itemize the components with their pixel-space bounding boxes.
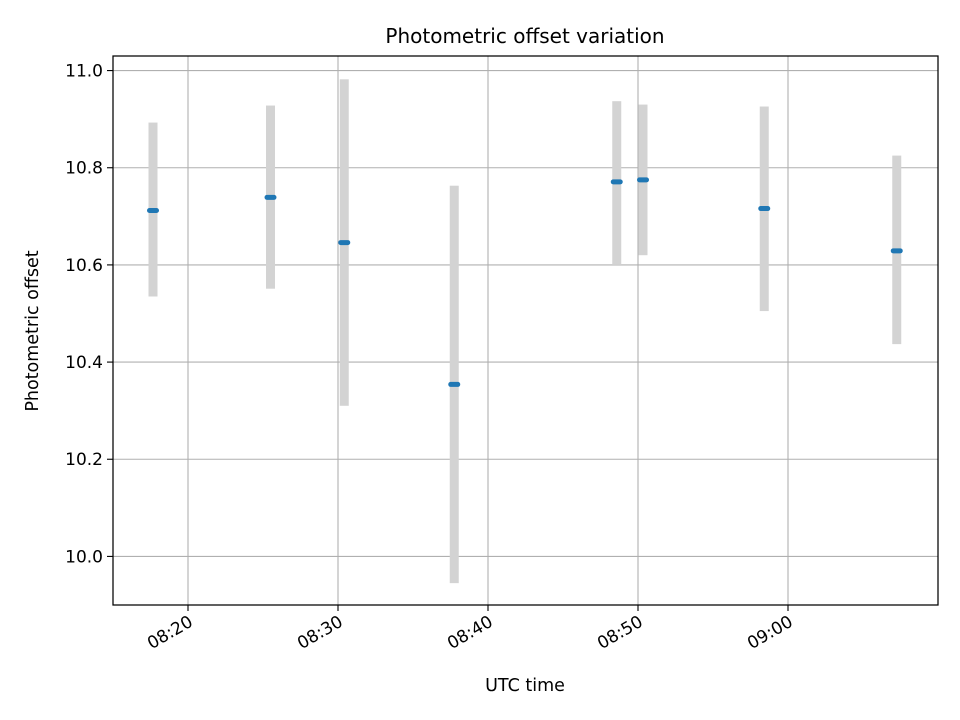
y-tick-label: 10.6 <box>65 256 103 276</box>
y-tick-label: 10.4 <box>65 353 103 373</box>
data-point <box>147 207 159 213</box>
data-points <box>147 177 903 387</box>
grid-lines <box>113 56 938 605</box>
plot-area <box>113 56 938 605</box>
data-point <box>890 248 903 254</box>
y-tick-label: 10.2 <box>65 450 103 470</box>
data-point <box>610 179 623 185</box>
y-axis-ticks: 10.0 10.2 10.4 10.6 10.8 11.0 <box>65 62 113 567</box>
x-axis-label: UTC time <box>485 676 565 696</box>
y-tick-label: 10.8 <box>65 159 103 179</box>
data-point <box>338 240 351 246</box>
data-point <box>758 206 771 212</box>
axes-frame <box>112 55 939 606</box>
y-axis-label: Photometric offset <box>23 250 43 411</box>
y-tick-label: 10.0 <box>65 547 103 567</box>
data-point <box>637 177 649 183</box>
data-point <box>448 381 461 387</box>
y-tick-label: 11.0 <box>65 62 103 82</box>
chart-title: Photometric offset variation <box>385 24 664 48</box>
data-point <box>264 194 277 200</box>
